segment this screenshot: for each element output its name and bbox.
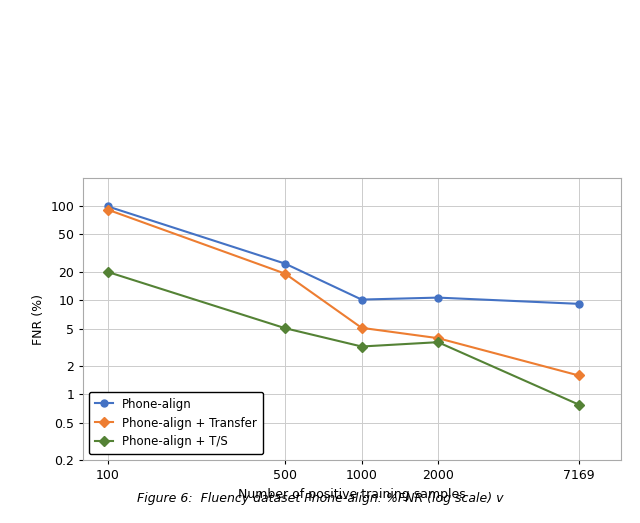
Phone-align — [282, 260, 289, 267]
Phone-align + T/S — [575, 402, 582, 408]
Phone-align + Transfer — [358, 325, 365, 331]
Line: Phone-align: Phone-align — [104, 203, 582, 308]
Line: Phone-align + Transfer: Phone-align + Transfer — [104, 206, 582, 379]
Legend: Phone-align, Phone-align + Transfer, Phone-align + T/S: Phone-align, Phone-align + Transfer, Pho… — [89, 392, 263, 454]
Phone-align — [104, 203, 111, 210]
X-axis label: Number of positive training samples: Number of positive training samples — [238, 488, 466, 501]
Phone-align — [575, 301, 582, 307]
Text: Figure 6:  Fluency dataset Phone-align: %FNR (log scale) v: Figure 6: Fluency dataset Phone-align: %… — [137, 492, 503, 505]
Phone-align — [434, 294, 442, 301]
Phone-align + T/S — [104, 269, 111, 275]
Y-axis label: FNR (%): FNR (%) — [32, 293, 45, 345]
Line: Phone-align + T/S: Phone-align + T/S — [104, 268, 582, 408]
Phone-align — [358, 297, 365, 303]
Phone-align + T/S — [282, 325, 289, 332]
Phone-align + T/S — [358, 344, 365, 350]
Phone-align + Transfer — [434, 335, 442, 342]
Phone-align + Transfer — [575, 372, 582, 379]
Phone-align + Transfer — [282, 270, 289, 277]
Phone-align + T/S — [434, 339, 442, 345]
Phone-align + Transfer — [104, 207, 111, 213]
